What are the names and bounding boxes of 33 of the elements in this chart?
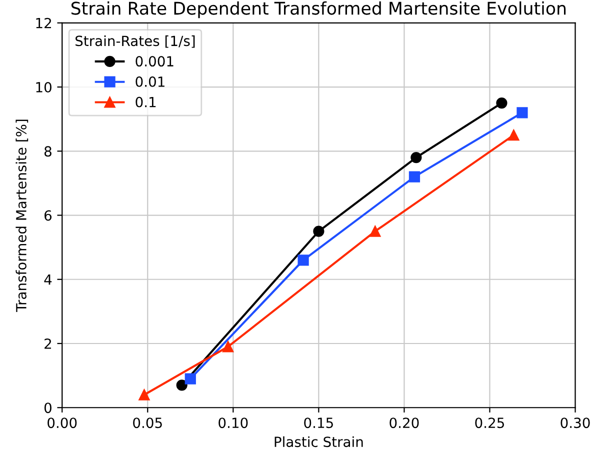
point xyxy=(184,373,196,384)
y-axis-title: Transformed Martensite [%] xyxy=(16,120,28,312)
y-tick-label: 4 xyxy=(44,274,52,285)
point xyxy=(370,226,381,237)
x-tick-label: 0.30 xyxy=(560,418,590,428)
legend-label: 0.1 xyxy=(136,96,156,108)
x-tick-label: 0.00 xyxy=(48,418,77,428)
x-tick-label: 0.15 xyxy=(304,418,333,428)
x-axis-title: Plastic Strain xyxy=(274,436,363,448)
point xyxy=(176,380,188,391)
y-tick-label: 2 xyxy=(44,338,51,349)
point xyxy=(138,389,150,400)
chart-title: Strain Rate Dependent Transformed Martensite Evolution xyxy=(71,1,566,18)
y-tick-label: 8 xyxy=(44,146,52,157)
legend-label: 0.001 xyxy=(136,56,174,67)
point xyxy=(410,152,422,164)
y-tick-label: 6 xyxy=(44,210,52,221)
legend-label: 0.01 xyxy=(136,76,164,87)
x-tick-label: 0.10 xyxy=(218,418,248,428)
legend-title: Strain-Rates [1/s] xyxy=(76,35,195,48)
point xyxy=(508,130,520,141)
point xyxy=(496,97,508,109)
point xyxy=(298,254,309,266)
x-tick-label: 0.20 xyxy=(390,418,419,428)
y-tick-label: 10 xyxy=(36,82,52,92)
point xyxy=(408,171,420,182)
x-tick-label: 0.25 xyxy=(475,418,504,428)
y-tick-label: 12 xyxy=(36,18,51,28)
point xyxy=(516,107,528,118)
y-tick-label: 0 xyxy=(44,402,52,414)
point xyxy=(222,341,234,352)
point xyxy=(313,226,324,237)
x-tick-label: 0.05 xyxy=(133,418,162,428)
